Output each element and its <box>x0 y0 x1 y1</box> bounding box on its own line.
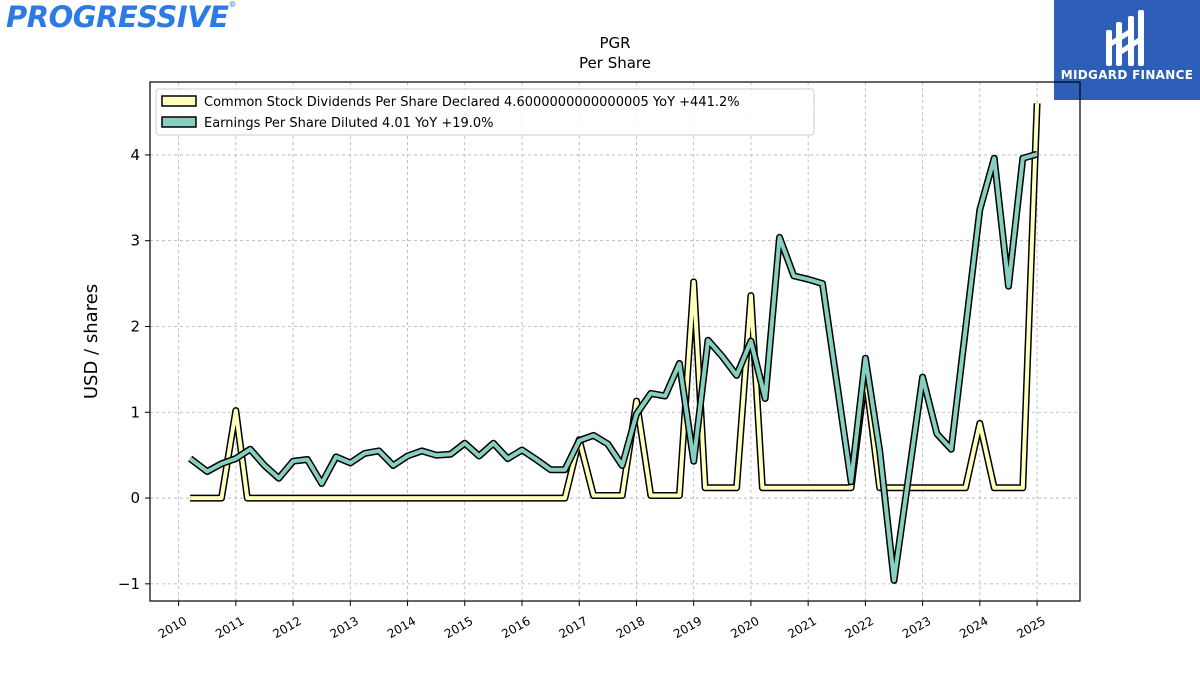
y-tick-label: −1 <box>118 575 140 593</box>
chart-title: PGR <box>599 34 630 52</box>
y-tick-label: 4 <box>130 146 140 164</box>
x-tick-label: 2025 <box>1014 614 1047 641</box>
y-axis-label: USD / shares <box>81 284 102 399</box>
x-tick-label: 2020 <box>728 614 761 641</box>
badge-text: MIDGARD FINANCE <box>1060 68 1194 82</box>
axis-ticks: 2010 2011 2012 2013 2014 2015 2016 2017 2018 2019… <box>118 146 1048 641</box>
x-tick-label: 2014 <box>385 614 418 641</box>
x-tick-label: 2011 <box>213 614 246 641</box>
x-tick-label: 2017 <box>557 614 590 641</box>
series-line-outline-2 <box>187 150 1039 584</box>
x-tick-label: 2021 <box>785 614 818 641</box>
legend-swatch-2 <box>161 116 197 128</box>
x-tick-label: 2022 <box>843 614 876 641</box>
y-tick-label: 0 <box>130 489 140 507</box>
registered-mark: ® <box>228 0 236 9</box>
legend-box <box>155 88 815 136</box>
x-tick-label: 2015 <box>442 614 475 641</box>
chart-subtitle: Per Share <box>579 54 651 72</box>
x-tick-label: 2010 <box>156 614 189 641</box>
legend-entry-1: Common Stock Dividends Per Share Declare… <box>204 95 740 110</box>
x-tick-label: 2013 <box>328 614 361 641</box>
x-tick-label: 2023 <box>900 614 933 641</box>
y-tick-label: 1 <box>130 403 140 421</box>
y-tick-label: 3 <box>130 232 140 250</box>
y-tick-label: 2 <box>130 317 140 335</box>
midgard-logo-icon <box>1106 10 1144 66</box>
x-tick-label: 2024 <box>957 614 990 641</box>
x-tick-label: 2016 <box>499 614 532 641</box>
x-tick-label: 2012 <box>270 614 303 641</box>
plot-frame <box>149 81 1081 602</box>
series-line-1 <box>190 103 1040 501</box>
series-line-2 <box>188 152 1038 583</box>
legend-swatch-1 <box>161 95 197 107</box>
legend-entry-2: Earnings Per Share Diluted 4.01 YoY +19.… <box>204 116 494 131</box>
logo-text: PROGRESSIVE <box>6 0 229 34</box>
series-line-outline-1 <box>190 103 1041 502</box>
grid <box>150 82 1080 601</box>
x-tick-label: 2018 <box>614 614 647 641</box>
progressive-logo: PROGRESSIVE® <box>6 0 236 34</box>
legend: Common Stock Dividends Per Share Declare… <box>155 88 815 136</box>
series-layer <box>187 103 1041 584</box>
x-tick-label: 2019 <box>671 614 704 641</box>
midgard-finance-badge: MIDGARD FINANCE <box>1054 0 1200 100</box>
